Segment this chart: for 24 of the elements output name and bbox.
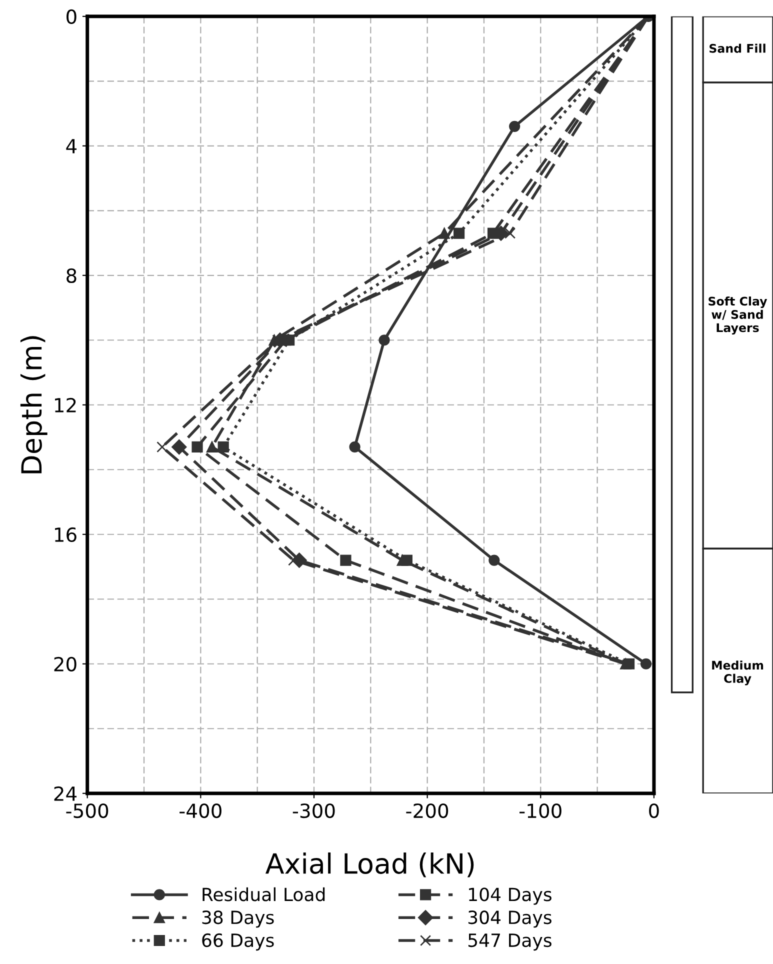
legend-label: 304 Days	[468, 910, 552, 928]
x-tick-label: -200	[406, 803, 448, 818]
y-tick-label: 16	[55, 527, 76, 542]
y-axis-title: Depth (m)	[20, 336, 48, 474]
legend-label: 38 Days	[202, 910, 274, 928]
y-tick-label: 20	[54, 656, 76, 672]
y-tick-label: 8	[66, 268, 76, 284]
legend-label: 547 Days	[468, 934, 552, 951]
x-axis-title: Axial Load (kN)	[266, 852, 474, 878]
x-tick-label: -500	[66, 803, 108, 818]
text: Soft Clay w/ Sand Layers	[708, 296, 768, 335]
x-tick-label: 0	[649, 803, 659, 818]
y-tick-label: 24	[54, 786, 77, 801]
legend-label: 66 Days	[202, 933, 274, 951]
x-tick-label: -400	[180, 803, 222, 818]
text: Sand Fill	[710, 44, 766, 53]
y-tick-label: 4	[66, 139, 77, 154]
x-tick-label: -300	[292, 803, 335, 818]
legend-label: 104 Days	[469, 888, 552, 905]
y-tick-label: 0	[66, 9, 76, 24]
legend-label: Residual Load	[202, 887, 325, 902]
x-tick-label: -100	[520, 803, 562, 818]
y-tick-label: 12	[55, 398, 76, 412]
text: Medium Clay	[712, 660, 764, 686]
